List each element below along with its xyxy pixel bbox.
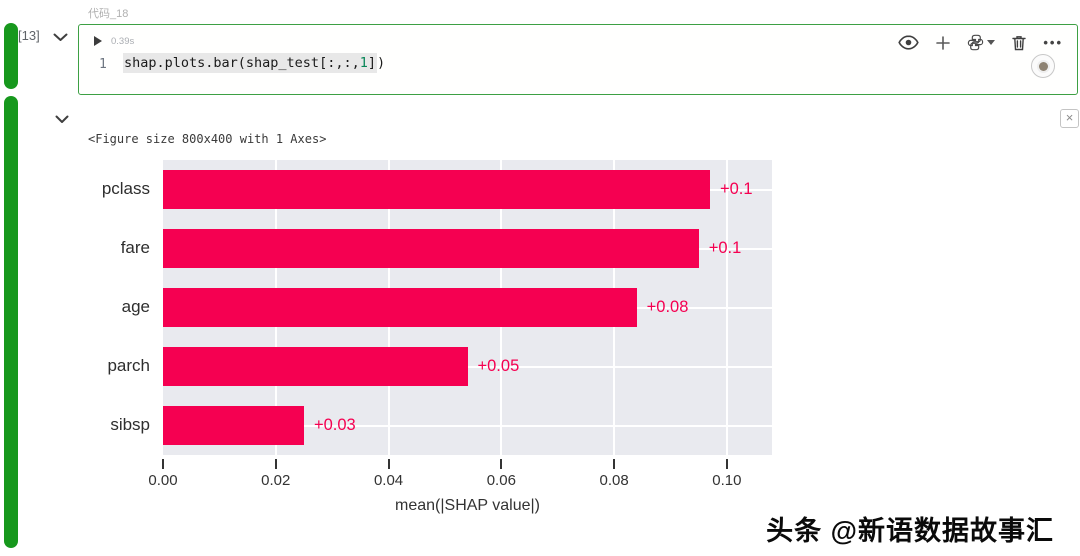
assistant-avatar-icon[interactable]	[1031, 54, 1055, 78]
chevron-down-icon[interactable]	[55, 111, 69, 129]
chevron-down-icon[interactable]	[53, 29, 68, 47]
x-axis-title: mean(|SHAP value|)	[395, 497, 540, 514]
cell-active-indicator-bar[interactable]	[4, 23, 18, 89]
execution-count: [13]	[18, 28, 40, 43]
value-label-age: +0.08	[646, 297, 689, 316]
value-label-sibsp: +0.03	[313, 415, 356, 434]
x-tick-label: 0.08	[599, 472, 629, 489]
category-label-parch: parch	[107, 355, 150, 375]
watermark-text: 头条 @新语数据故事汇	[766, 516, 1054, 546]
x-tick-label: 0.02	[261, 472, 291, 489]
x-tick-mark	[725, 459, 728, 469]
x-tick-mark	[387, 459, 390, 469]
more-ellipsis-icon[interactable]: •••	[1043, 34, 1063, 50]
plot-area	[163, 160, 772, 455]
value-label-pclass: +0.1	[719, 179, 753, 198]
shap-bar-chart: pclass +0.1 fare +0.1 age +0.08 parch +0.05 sibs…	[0, 160, 1080, 530]
avatar-inner-dot	[1038, 61, 1048, 71]
eye-icon[interactable]	[898, 35, 920, 50]
x-tick-mark	[274, 459, 277, 469]
python-language-icon[interactable]	[967, 34, 996, 51]
line-number: 1	[99, 57, 107, 72]
code-cell: 0.39s ••• 1 shap.plots.bar(shap_test[:,:…	[78, 24, 1078, 95]
x-tick-label: 0.10	[712, 472, 742, 489]
cell-toolbar: •••	[898, 34, 1063, 51]
close-output-button[interactable]: ×	[1060, 109, 1079, 128]
x-tick-mark	[162, 459, 164, 469]
plus-icon[interactable]	[936, 35, 951, 50]
code-bracket: ]	[367, 55, 376, 71]
x-tick-label: 0.00	[148, 472, 178, 489]
bar-fare	[163, 229, 699, 268]
code-paren: )	[376, 55, 386, 71]
value-label-parch: +0.05	[477, 356, 520, 375]
x-tick-mark	[500, 459, 503, 469]
code-text: shap.plots.bar(shap_test[:,:,	[124, 55, 360, 71]
gridline-horizontal	[163, 424, 772, 427]
execution-duration: 0.39s	[111, 36, 135, 47]
value-label-fare: +0.1	[708, 238, 742, 257]
x-tick-label: 0.04	[373, 472, 404, 489]
figure-size-text: <Figure size 800x400 with 1 Axes>	[88, 132, 327, 146]
code-editor-line[interactable]: shap.plots.bar(shap_test[:,:,1])	[123, 53, 386, 73]
cell-title: 代码_18	[88, 8, 129, 20]
category-label-pclass: pclass	[101, 178, 150, 198]
code-number-token: 1	[359, 55, 368, 71]
x-tick-label: 0.06	[486, 472, 516, 489]
bar-age	[163, 288, 637, 327]
chevron-down-icon	[987, 40, 996, 45]
bar-pclass	[163, 170, 710, 209]
x-tick-mark	[613, 459, 616, 469]
gridline-horizontal	[163, 365, 772, 368]
bar-parch	[163, 347, 468, 386]
category-label-fare: fare	[120, 237, 150, 257]
run-cell-button[interactable]	[94, 36, 102, 46]
category-label-age: age	[121, 296, 150, 316]
trash-icon[interactable]	[1012, 35, 1027, 51]
bar-sibsp	[163, 406, 304, 445]
category-label-sibsp: sibsp	[110, 414, 150, 434]
output-active-indicator-bar[interactable]	[4, 96, 18, 548]
